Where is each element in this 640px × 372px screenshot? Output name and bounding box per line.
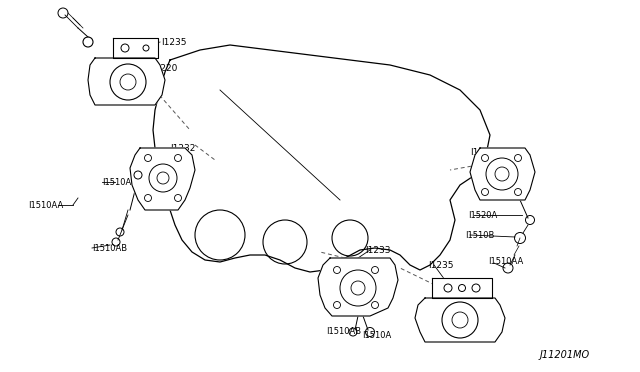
Polygon shape [130,148,195,210]
Polygon shape [318,258,398,316]
Text: I1510B: I1510B [465,231,494,240]
Text: I1510AB: I1510AB [92,244,127,253]
Text: I1220: I1220 [478,311,504,320]
Polygon shape [113,38,158,58]
Polygon shape [153,45,490,272]
Text: I1520A: I1520A [468,211,497,219]
Text: I1235: I1235 [428,260,454,269]
Text: I1510A: I1510A [362,330,391,340]
Text: I1510AA: I1510AA [488,257,524,266]
Text: I1510AA: I1510AA [28,201,63,209]
Text: I1220: I1220 [152,64,177,73]
Polygon shape [415,298,505,342]
Polygon shape [88,58,165,105]
Text: J11201MO: J11201MO [540,350,590,360]
Text: I1235: I1235 [161,38,186,46]
Text: I1510A: I1510A [102,177,131,186]
Text: I1232: I1232 [170,144,195,153]
Text: I1320: I1320 [470,148,495,157]
Text: I1233: I1233 [365,246,390,254]
Polygon shape [470,148,535,200]
Polygon shape [432,278,492,298]
Text: I1510AB: I1510AB [326,327,361,337]
